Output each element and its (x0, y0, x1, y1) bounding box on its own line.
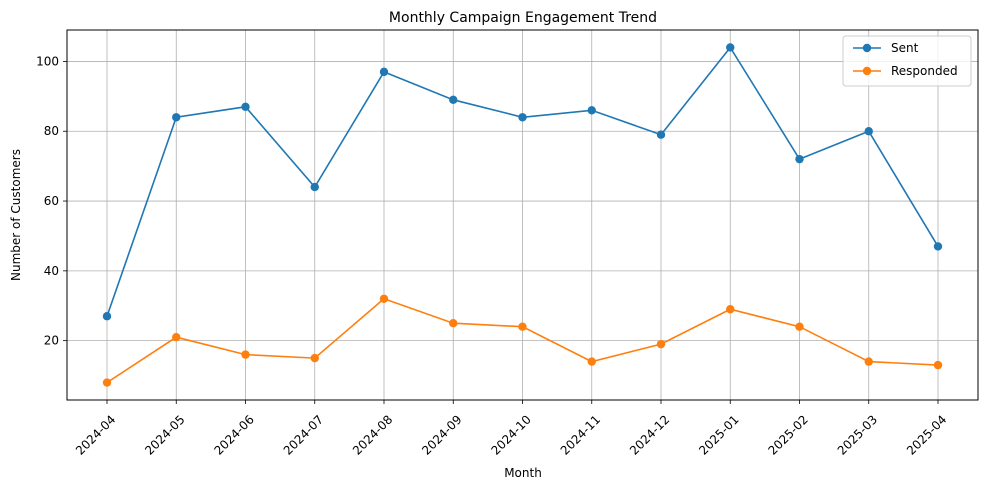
x-tick-label: 2025-01 (696, 412, 741, 457)
data-point-responded (379, 294, 389, 303)
data-point-sent (933, 242, 943, 251)
x-tick-label: 2024-12 (627, 412, 672, 457)
data-point-responded (656, 339, 666, 349)
legend-label-sent: Sent (891, 41, 919, 55)
y-axis-title: Number of Customers (9, 149, 23, 281)
x-axis: 2024-04 2024-05 2024-06 2024-07 2024-08 2024-… (73, 400, 949, 458)
x-tick-label: 2024-08 (350, 412, 395, 457)
series-layer (102, 43, 943, 387)
x-axis-title: Month (504, 466, 542, 480)
data-point-sent (379, 67, 389, 77)
data-point-sent (518, 113, 527, 122)
data-point-responded (518, 322, 527, 331)
data-point-responded (795, 322, 804, 331)
data-point-responded (241, 350, 250, 359)
x-tick-label: 2025-04 (904, 412, 949, 457)
data-point-responded (587, 357, 596, 366)
x-tick-label: 2024-04 (73, 412, 118, 457)
data-point-responded (933, 360, 943, 370)
data-point-sent (310, 182, 319, 192)
chart-title: Monthly Campaign Engagement Trend (389, 10, 657, 26)
x-tick-label: 2024-06 (211, 412, 256, 457)
data-point-sent (172, 113, 181, 122)
x-tick-label: 2024-10 (488, 412, 533, 457)
data-point-sent (241, 102, 250, 111)
y-axis: 20 40 60 80 100 (36, 54, 67, 348)
y-tick-label: 60 (44, 194, 59, 208)
legend-marker-sent (862, 43, 872, 53)
data-point-responded (310, 353, 319, 363)
data-point-responded (449, 319, 458, 328)
x-tick-label: 2024-11 (558, 412, 603, 457)
legend-marker-responded (862, 66, 872, 76)
y-tick-label: 20 (44, 334, 59, 348)
x-tick-label: 2025-03 (835, 412, 880, 457)
data-point-sent (864, 127, 873, 136)
legend-label-responded: Responded (891, 64, 958, 78)
data-point-sent (656, 130, 666, 139)
y-tick-label: 40 (44, 264, 59, 278)
data-point-sent (449, 95, 458, 105)
x-tick-label: 2024-09 (419, 412, 464, 457)
data-point-responded (102, 378, 112, 387)
data-point-sent (726, 43, 735, 52)
data-point-sent (102, 312, 112, 321)
data-point-responded (172, 332, 181, 342)
x-tick-label: 2024-07 (281, 412, 326, 457)
x-tick-label: 2025-02 (765, 412, 810, 457)
y-tick-label: 80 (44, 124, 59, 138)
legend: Sent Responded (842, 35, 972, 87)
data-point-sent (795, 154, 804, 164)
x-tick-label: 2024-05 (142, 412, 187, 457)
data-point-responded (726, 305, 735, 314)
data-point-sent (587, 106, 596, 115)
data-point-responded (864, 357, 873, 366)
y-tick-label: 100 (36, 54, 59, 68)
